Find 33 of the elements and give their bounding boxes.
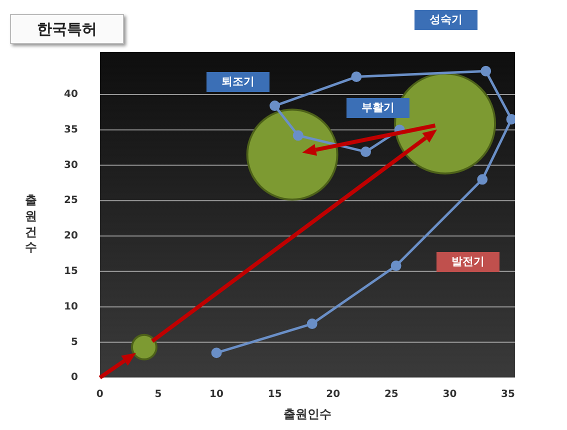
x-tick-label: 30 bbox=[442, 389, 457, 400]
point bbox=[480, 66, 492, 76]
point bbox=[292, 130, 304, 141]
point bbox=[270, 100, 280, 112]
point bbox=[360, 146, 372, 158]
chart-title: 한국특허 bbox=[10, 14, 124, 44]
annotation: 부활기 bbox=[362, 100, 394, 114]
x-tick-label: 25 bbox=[384, 389, 398, 400]
y-tick-label: 25 bbox=[64, 195, 78, 206]
x-tick-label: 20 bbox=[326, 389, 340, 400]
point bbox=[211, 348, 222, 358]
annotation: 퇴조기 bbox=[222, 74, 254, 88]
y-tick-label: 40 bbox=[64, 89, 78, 100]
point bbox=[306, 318, 318, 330]
y-tick-label: 15 bbox=[64, 266, 78, 278]
text: 성숙기 bbox=[430, 12, 462, 26]
y-axis-title: 출원건수 bbox=[23, 185, 39, 249]
y-tick-label: 5 bbox=[70, 336, 78, 348]
x-tick-label: 15 bbox=[268, 389, 282, 400]
annotation: 발전기 bbox=[452, 254, 484, 268]
x-tick-label: 35 bbox=[501, 389, 515, 400]
x-tick-label: 5 bbox=[154, 389, 162, 400]
y-tick-label: 20 bbox=[64, 230, 78, 242]
y-tick-label: 10 bbox=[64, 301, 78, 312]
point bbox=[477, 174, 488, 185]
point bbox=[351, 72, 362, 82]
x-tick-label: 10 bbox=[210, 389, 224, 400]
x-tick-label: 0 bbox=[96, 389, 104, 400]
y-tick-label: 0 bbox=[70, 372, 78, 384]
y-tick-label: 35 bbox=[64, 124, 78, 136]
x-axis-title: 출원인수 bbox=[283, 406, 332, 421]
y-tick-label: 30 bbox=[64, 160, 78, 171]
point bbox=[390, 260, 402, 272]
